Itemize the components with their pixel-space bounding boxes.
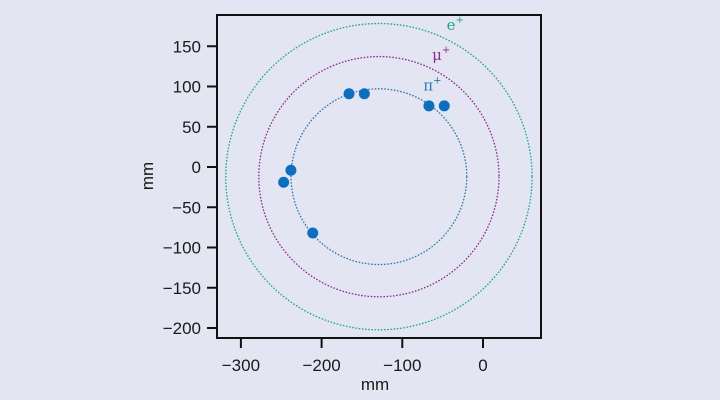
e-ring-label: e+ xyxy=(447,15,464,34)
y-tick-label: −50 xyxy=(172,198,201,217)
pi-ring xyxy=(290,88,468,266)
data-point xyxy=(358,88,370,100)
e-ring xyxy=(225,22,533,331)
data-point xyxy=(423,100,435,112)
data-point xyxy=(438,100,450,112)
x-tick-label: −300 xyxy=(222,356,260,375)
data-point xyxy=(343,88,355,100)
mu-ring xyxy=(258,55,500,298)
y-tick-label: −150 xyxy=(163,279,201,298)
mu-ring-label: μ+ xyxy=(432,45,450,64)
y-tick-label: 150 xyxy=(173,37,201,56)
y-tick-label: 100 xyxy=(173,78,201,97)
y-tick-label: −100 xyxy=(163,239,201,258)
x-tick-label: −200 xyxy=(302,356,340,375)
data-point xyxy=(307,227,319,239)
y-axis: 150 100 50 0 −50 −100 −150 −200 xyxy=(163,37,217,338)
y-tick-label: −200 xyxy=(163,319,201,338)
x-axis-label: mm xyxy=(361,375,389,394)
y-tick-label: 0 xyxy=(192,158,201,177)
plot-frame xyxy=(216,14,542,339)
data-point xyxy=(278,176,290,188)
x-axis: −300 −200 −100 0 xyxy=(222,338,488,375)
y-axis-label: mm xyxy=(138,162,157,190)
pi-ring-label: π+ xyxy=(423,76,441,95)
y-tick-label: 50 xyxy=(182,118,201,137)
plot-area xyxy=(225,22,533,331)
x-tick-label: 0 xyxy=(478,356,487,375)
data-point xyxy=(285,164,297,176)
x-tick-label: −100 xyxy=(383,356,421,375)
